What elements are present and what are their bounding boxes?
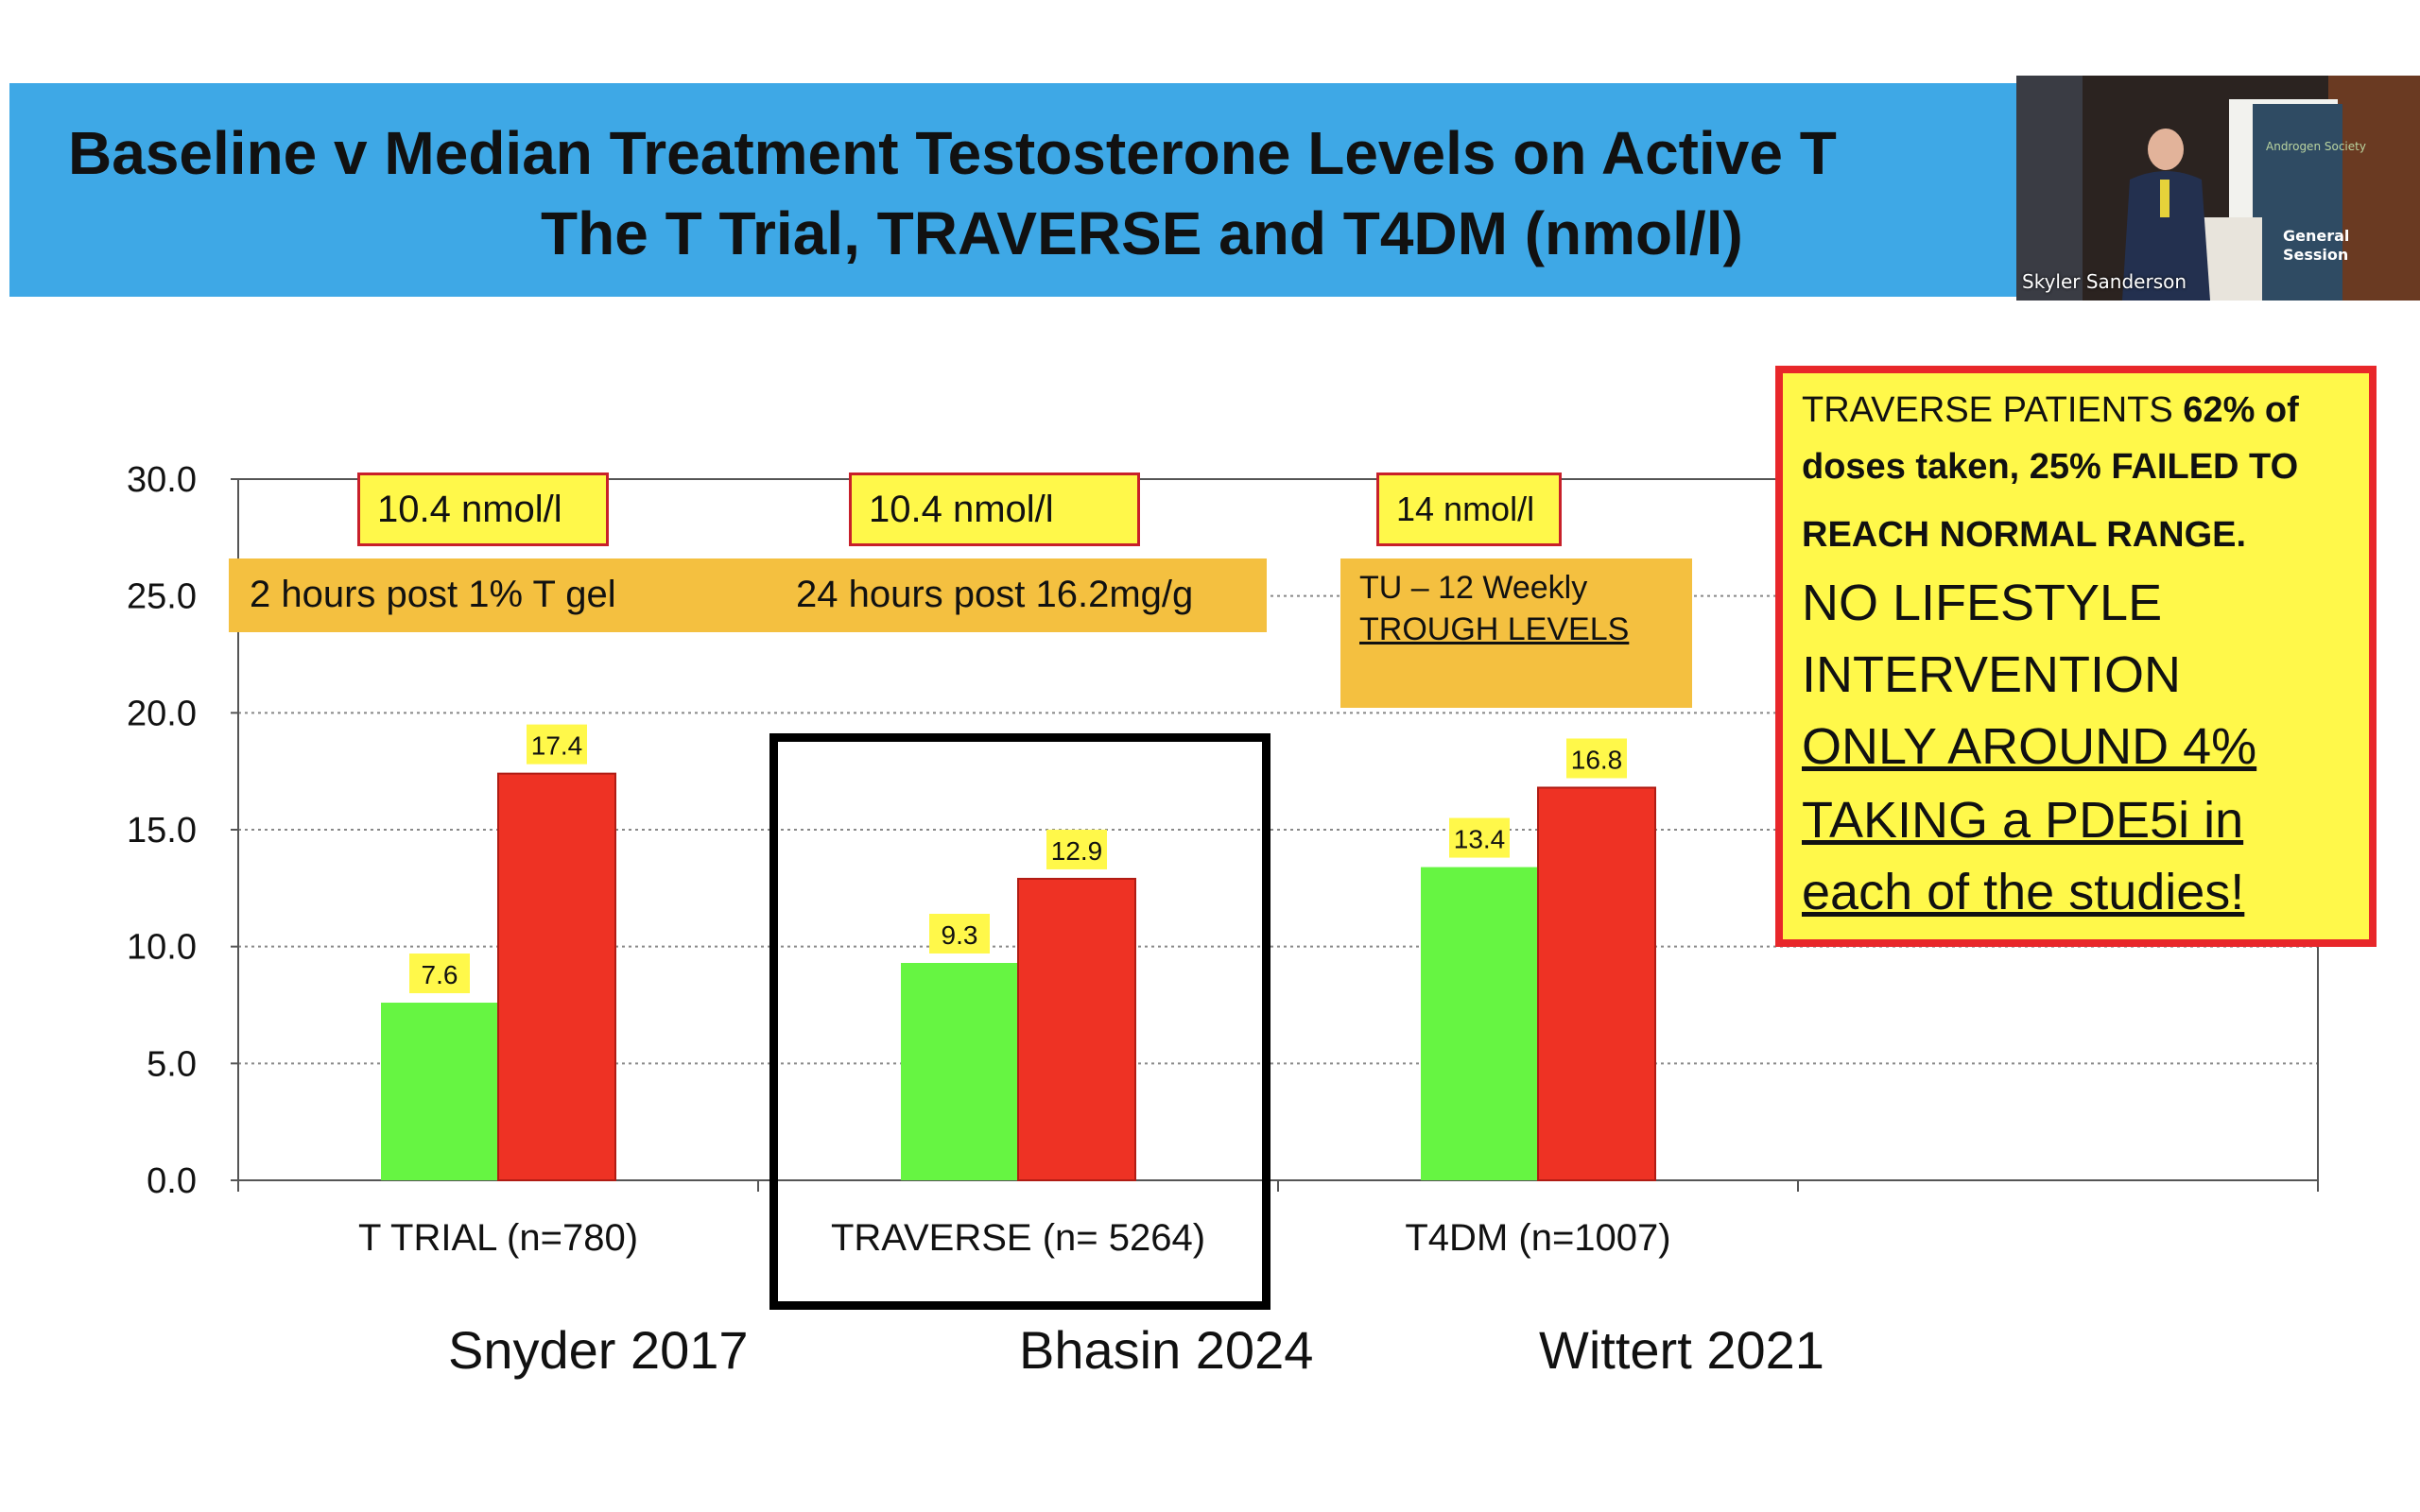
- t4dm-timing-line-1: TU – 12 Weekly: [1359, 570, 1588, 606]
- t4dm-timing-box: TU – 12 Weekly TROUGH LEVELS: [1340, 558, 1692, 708]
- y-tick-label: 20.0: [127, 694, 197, 733]
- data-label-bg: [1449, 817, 1510, 858]
- data-label: 13.4: [1454, 825, 1506, 854]
- bar-baseline: [1421, 867, 1538, 1180]
- title-banner: [9, 83, 2032, 297]
- note-line-3: REACH NORMAL RANGE.: [1802, 515, 2247, 555]
- traverse-highlight-frame: [769, 733, 1270, 1310]
- data-label-bg: [929, 913, 990, 954]
- y-tick-label: 15.0: [127, 811, 197, 850]
- dosing-timing-banner: 2 hours post 1% T gel 24 hours post 16.2…: [229, 558, 1267, 632]
- data-label-bg: [1046, 829, 1107, 869]
- y-tick-label: 0.0: [147, 1161, 197, 1201]
- y-tick-label: 30.0: [127, 460, 197, 500]
- data-label-bg: [527, 724, 587, 765]
- slide-title-line-1: Baseline v Median Treatment Testosterone…: [68, 119, 1837, 187]
- note-line-8: each of the studies!: [1802, 864, 2245, 920]
- ttrial-timing-text: 2 hours post 1% T gel: [250, 574, 616, 615]
- x-category-label: T4DM (n=1007): [1405, 1217, 1670, 1259]
- note-line-1: TRAVERSE PATIENTS 62% of: [1802, 390, 2299, 431]
- note-line-2: doses taken, 25% FAILED TO: [1802, 447, 2299, 487]
- citation-wittert: Wittert 2021: [1539, 1320, 1824, 1380]
- speaker-video-frame: [2016, 76, 2420, 301]
- note-line-1a: TRAVERSE PATIENTS: [1802, 390, 2184, 430]
- data-label: 16.8: [1571, 745, 1623, 774]
- sign-text-line-2: Session: [2283, 246, 2349, 264]
- note-line-4: NO LIFESTYLE: [1802, 575, 2163, 631]
- citation-snyder: Snyder 2017: [448, 1320, 749, 1380]
- citation-bhasin: Bhasin 2024: [1019, 1320, 1314, 1380]
- bar-baseline: [901, 962, 1018, 1180]
- data-label: 7.6: [422, 960, 458, 989]
- ttrial-level-callout: 10.4 nmol/l: [357, 472, 609, 546]
- data-label: 12.9: [1051, 836, 1103, 866]
- bar-baseline: [381, 1003, 498, 1180]
- bar-treatment: [1017, 877, 1136, 1181]
- traverse-level-callout: 10.4 nmol/l: [849, 472, 1140, 546]
- x-category-label: T TRIAL (n=780): [358, 1217, 638, 1259]
- speaker-name-label: Skyler Sanderson: [2022, 270, 2187, 293]
- bar-treatment: [1537, 786, 1656, 1181]
- sign-text-line-1: General: [2283, 227, 2350, 245]
- data-label-bg: [1566, 738, 1627, 779]
- note-line-7: TAKING a PDE5i in: [1802, 792, 2244, 849]
- t4dm-level-callout: 14 nmol/l: [1376, 472, 1562, 546]
- sign-logo: Androgen Society: [2266, 140, 2366, 153]
- x-category-label: TRAVERSE (n= 5264): [831, 1217, 1205, 1259]
- note-line-1b: 62% of: [2183, 390, 2299, 430]
- data-label-bg: [409, 954, 470, 994]
- traverse-note-box: TRAVERSE PATIENTS 62% of doses taken, 25…: [1775, 366, 2377, 947]
- note-line-5: INTERVENTION: [1802, 646, 2182, 703]
- y-tick-label: 10.0: [127, 928, 197, 968]
- slide-title-line-2: The T Trial, TRAVERSE and T4DM (nmol/l): [541, 199, 1743, 267]
- bar-treatment: [497, 772, 616, 1181]
- data-label: 17.4: [531, 731, 583, 761]
- y-tick-label: 5.0: [147, 1044, 197, 1084]
- traverse-timing-text: 24 hours post 16.2mg/g: [796, 574, 1194, 615]
- t4dm-timing-line-2: TROUGH LEVELS: [1359, 611, 1630, 647]
- y-tick-label: 25.0: [127, 577, 197, 617]
- speaker-video-tile[interactable]: Androgen Society General Session Skyler …: [2016, 76, 2420, 301]
- data-label: 9.3: [942, 920, 978, 950]
- note-line-6: ONLY AROUND 4%: [1802, 718, 2257, 775]
